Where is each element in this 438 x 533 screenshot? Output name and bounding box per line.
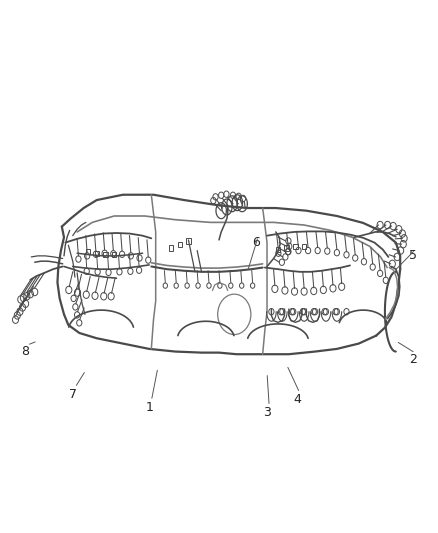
Bar — [95, 251, 99, 256]
Bar — [169, 245, 173, 251]
Bar — [186, 238, 191, 244]
Text: 8: 8 — [21, 345, 29, 358]
Text: 5: 5 — [409, 249, 417, 262]
Bar — [86, 249, 90, 254]
Text: 2: 2 — [410, 353, 417, 366]
Bar — [177, 241, 182, 247]
Text: 3: 3 — [263, 406, 271, 419]
Text: 7: 7 — [69, 387, 77, 401]
Bar — [103, 252, 108, 257]
Text: 1: 1 — [145, 401, 153, 414]
Bar — [276, 247, 280, 252]
Text: 4: 4 — [293, 393, 301, 406]
Text: 6: 6 — [252, 236, 260, 249]
Bar — [302, 244, 306, 249]
Bar — [112, 252, 117, 257]
Bar — [285, 245, 289, 251]
Bar — [293, 244, 297, 249]
